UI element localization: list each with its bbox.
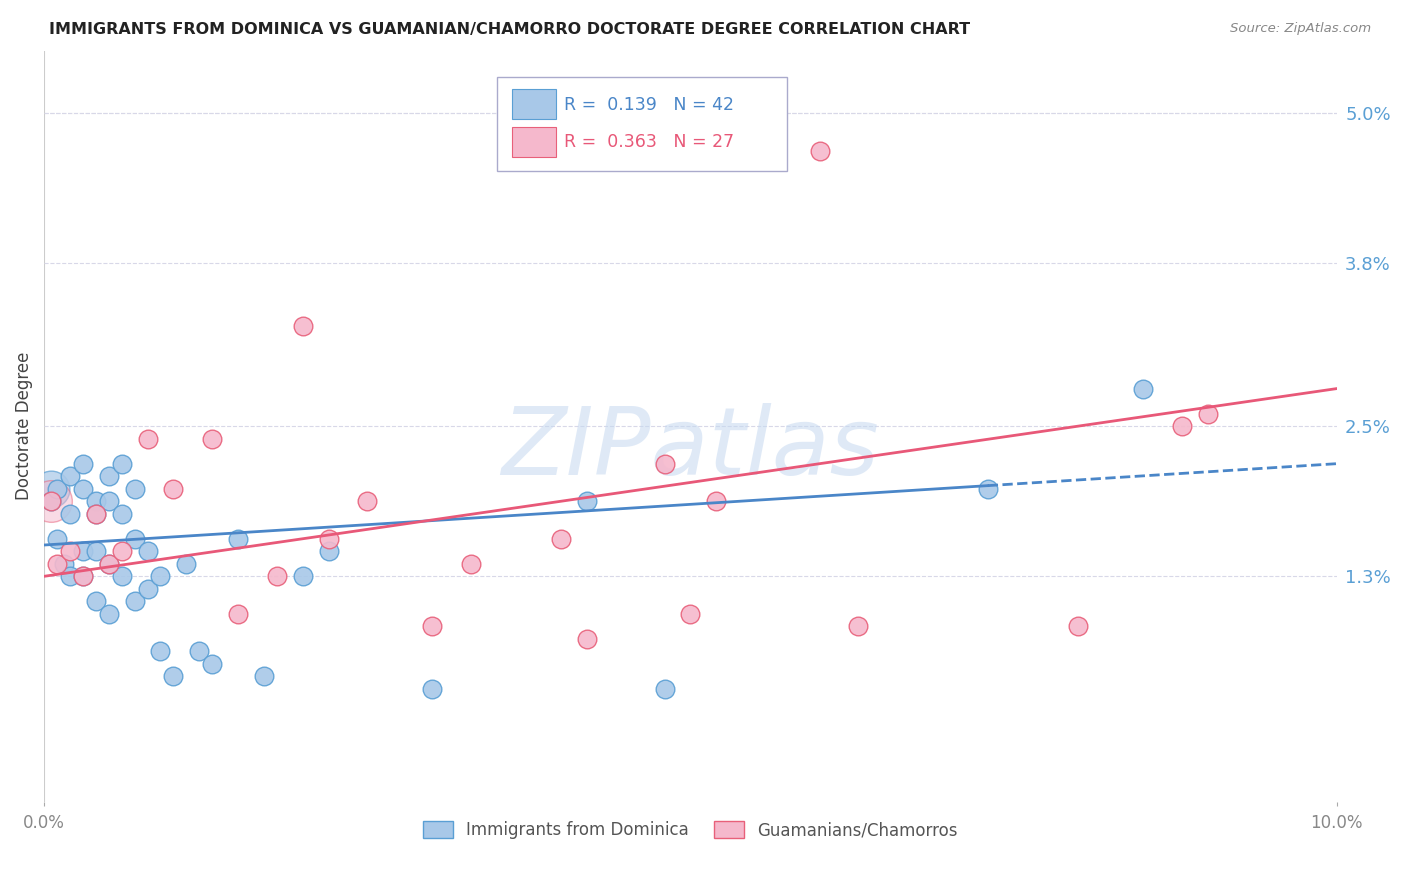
Point [1197,407,1219,421]
Text: ZIPatlas: ZIPatlas [502,403,879,494]
Point [97,494,120,508]
Point [679,607,702,621]
Point [97,557,120,571]
Point [39,494,62,508]
Point [162,669,184,683]
Point [226,607,249,621]
Point [84,507,107,521]
Point [149,644,172,658]
Point [84,594,107,608]
Point [111,569,134,583]
Point [848,619,870,633]
Point [124,594,146,608]
Point [188,644,211,658]
Point [46,557,69,571]
Point [550,532,572,546]
Point [460,557,482,571]
Point [97,557,120,571]
Point [576,632,599,646]
Point [136,544,159,558]
Point [176,557,198,571]
Point [72,457,94,471]
Point [111,457,134,471]
Text: IMMIGRANTS FROM DOMINICA VS GUAMANIAN/CHAMORRO DOCTORATE DEGREE CORRELATION CHAR: IMMIGRANTS FROM DOMINICA VS GUAMANIAN/CH… [49,22,970,37]
Point [291,569,314,583]
Point [318,544,340,558]
Point [318,532,340,546]
Point [46,482,69,496]
Point [39,494,62,508]
Point [420,681,443,696]
Point [52,557,75,571]
Point [97,469,120,483]
Point [136,582,159,596]
Point [291,318,314,333]
Point [72,569,94,583]
Point [226,532,249,546]
Point [59,507,82,521]
Point [72,569,94,583]
Point [72,482,94,496]
Legend: Immigrants from Dominica, Guamanians/Chamorros: Immigrants from Dominica, Guamanians/Cha… [416,814,965,846]
Point [84,507,107,521]
Point [201,432,224,446]
Point [149,569,172,583]
Point [84,544,107,558]
Text: R =  0.139   N = 42: R = 0.139 N = 42 [564,95,734,114]
Point [97,607,120,621]
FancyBboxPatch shape [512,127,555,157]
Point [59,469,82,483]
FancyBboxPatch shape [496,77,787,171]
Y-axis label: Doctorate Degree: Doctorate Degree [15,352,32,500]
Point [162,482,184,496]
Point [124,532,146,546]
Point [356,494,378,508]
Point [111,544,134,558]
Point [654,681,676,696]
Point [59,544,82,558]
Point [46,532,69,546]
Point [1067,619,1090,633]
Point [111,507,134,521]
Point [253,669,276,683]
Point [136,432,159,446]
Point [808,144,831,158]
Point [59,569,82,583]
Point [72,544,94,558]
Point [420,619,443,633]
Point [704,494,727,508]
Point [39,482,62,496]
Text: R =  0.363   N = 27: R = 0.363 N = 27 [564,133,734,152]
Point [977,482,1000,496]
Point [576,494,599,508]
FancyBboxPatch shape [512,89,555,119]
Point [654,457,676,471]
Point [1170,419,1192,434]
Point [201,657,224,671]
Point [1132,382,1154,396]
Point [84,494,107,508]
Point [124,482,146,496]
Point [266,569,288,583]
Text: Source: ZipAtlas.com: Source: ZipAtlas.com [1230,22,1371,36]
Point [39,494,62,508]
